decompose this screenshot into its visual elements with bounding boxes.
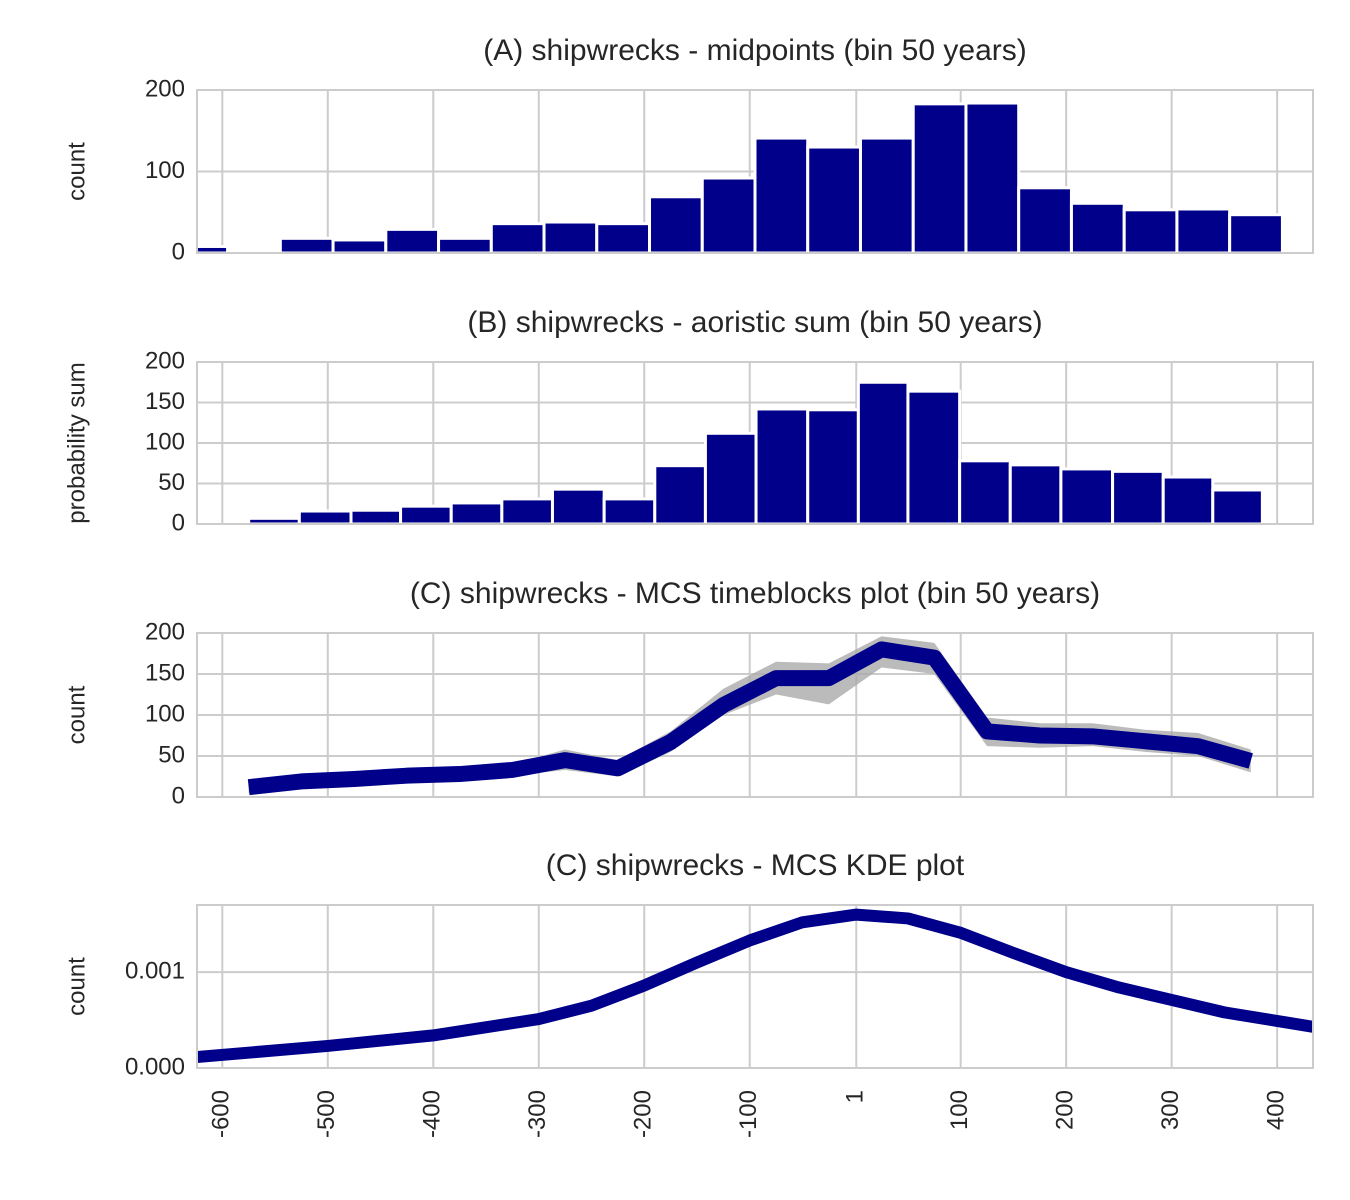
y-tick-label: 200 (145, 75, 185, 102)
bar (858, 136, 915, 253)
bar (806, 145, 862, 253)
x-tick-label: 300 (1157, 1090, 1184, 1130)
bar (1175, 207, 1232, 253)
plot-frame (196, 632, 1314, 798)
y-axis-label: probability sum (63, 362, 90, 523)
y-axis-label: count (63, 957, 90, 1016)
y-axis-label: count (63, 142, 90, 201)
x-tick-label: -300 (524, 1090, 551, 1138)
y-tick-label: 100 (145, 700, 185, 727)
bar (437, 236, 493, 253)
bar (653, 464, 707, 524)
bar (399, 504, 453, 524)
bar (384, 227, 441, 253)
bar (806, 408, 860, 524)
bar (278, 236, 335, 253)
y-tick-label: 0 (172, 782, 185, 809)
bar (602, 497, 657, 524)
bar (753, 136, 810, 253)
bar (856, 380, 910, 524)
bar (964, 101, 1021, 253)
bar (595, 222, 652, 253)
y-axis-label: count (63, 685, 90, 744)
bar (331, 238, 388, 253)
bar (1122, 208, 1179, 253)
y-tick-label: 100 (145, 428, 185, 455)
plot-area (247, 380, 1264, 524)
bar (911, 102, 968, 253)
x-tick-label: -600 (208, 1090, 235, 1138)
x-tick-label: -200 (630, 1090, 657, 1138)
bar (1211, 488, 1264, 524)
bar (542, 220, 599, 253)
bar (1161, 475, 1215, 524)
plot-area (197, 101, 1284, 253)
plot-area (197, 908, 1313, 1063)
bar (449, 501, 504, 524)
panel-title: (B) shipwrecks - aoristic sum (bin 50 ye… (467, 306, 1042, 339)
x-tick-label: 400 (1262, 1090, 1289, 1130)
plot-frame (196, 361, 1314, 525)
bar (1228, 213, 1284, 253)
bar (754, 407, 810, 524)
bar (958, 459, 1012, 524)
bar (489, 222, 546, 253)
x-tick-label: 1 (842, 1090, 869, 1103)
panel-title: (C) shipwrecks - MCS KDE plot (546, 849, 965, 882)
y-tick-label: 200 (145, 618, 185, 645)
x-tick-label: -500 (313, 1090, 340, 1138)
panel-title: (C) shipwrecks - MCS timeblocks plot (bi… (410, 577, 1100, 610)
line (197, 908, 1313, 1063)
plot-area (247, 636, 1253, 796)
bar (500, 497, 554, 524)
y-tick-label: 150 (145, 659, 185, 686)
y-tick-label: 150 (145, 388, 185, 415)
y-tick-label: 200 (145, 347, 185, 374)
bar (700, 176, 757, 253)
y-tick-label: 50 (158, 469, 185, 496)
bar (648, 195, 704, 253)
y-tick-label: 0 (172, 509, 185, 536)
plot-frame (196, 89, 1314, 254)
x-tick-label: 200 (1052, 1090, 1079, 1130)
x-tick-label: -100 (735, 1090, 762, 1138)
y-tick-label: 100 (145, 157, 185, 184)
plot-frame (196, 904, 1314, 1069)
bar (906, 389, 962, 524)
y-tick-label: 0.000 (125, 1053, 185, 1080)
y-tick-label: 50 (158, 741, 185, 768)
bar (1008, 463, 1063, 524)
bar (1017, 186, 1073, 253)
bar (550, 487, 606, 524)
x-tick-label: -400 (419, 1090, 446, 1138)
y-tick-label: 0.001 (125, 957, 185, 984)
bar (1059, 467, 1115, 524)
bar (1069, 201, 1126, 253)
y-tick-label: 0 (172, 238, 185, 265)
bar (703, 431, 758, 524)
bar (1111, 469, 1165, 524)
bar (349, 508, 403, 524)
bar (297, 509, 353, 524)
x-tick-label: 100 (946, 1090, 973, 1130)
panel-title: (A) shipwrecks - midpoints (bin 50 years… (483, 34, 1027, 67)
line (247, 641, 1253, 796)
